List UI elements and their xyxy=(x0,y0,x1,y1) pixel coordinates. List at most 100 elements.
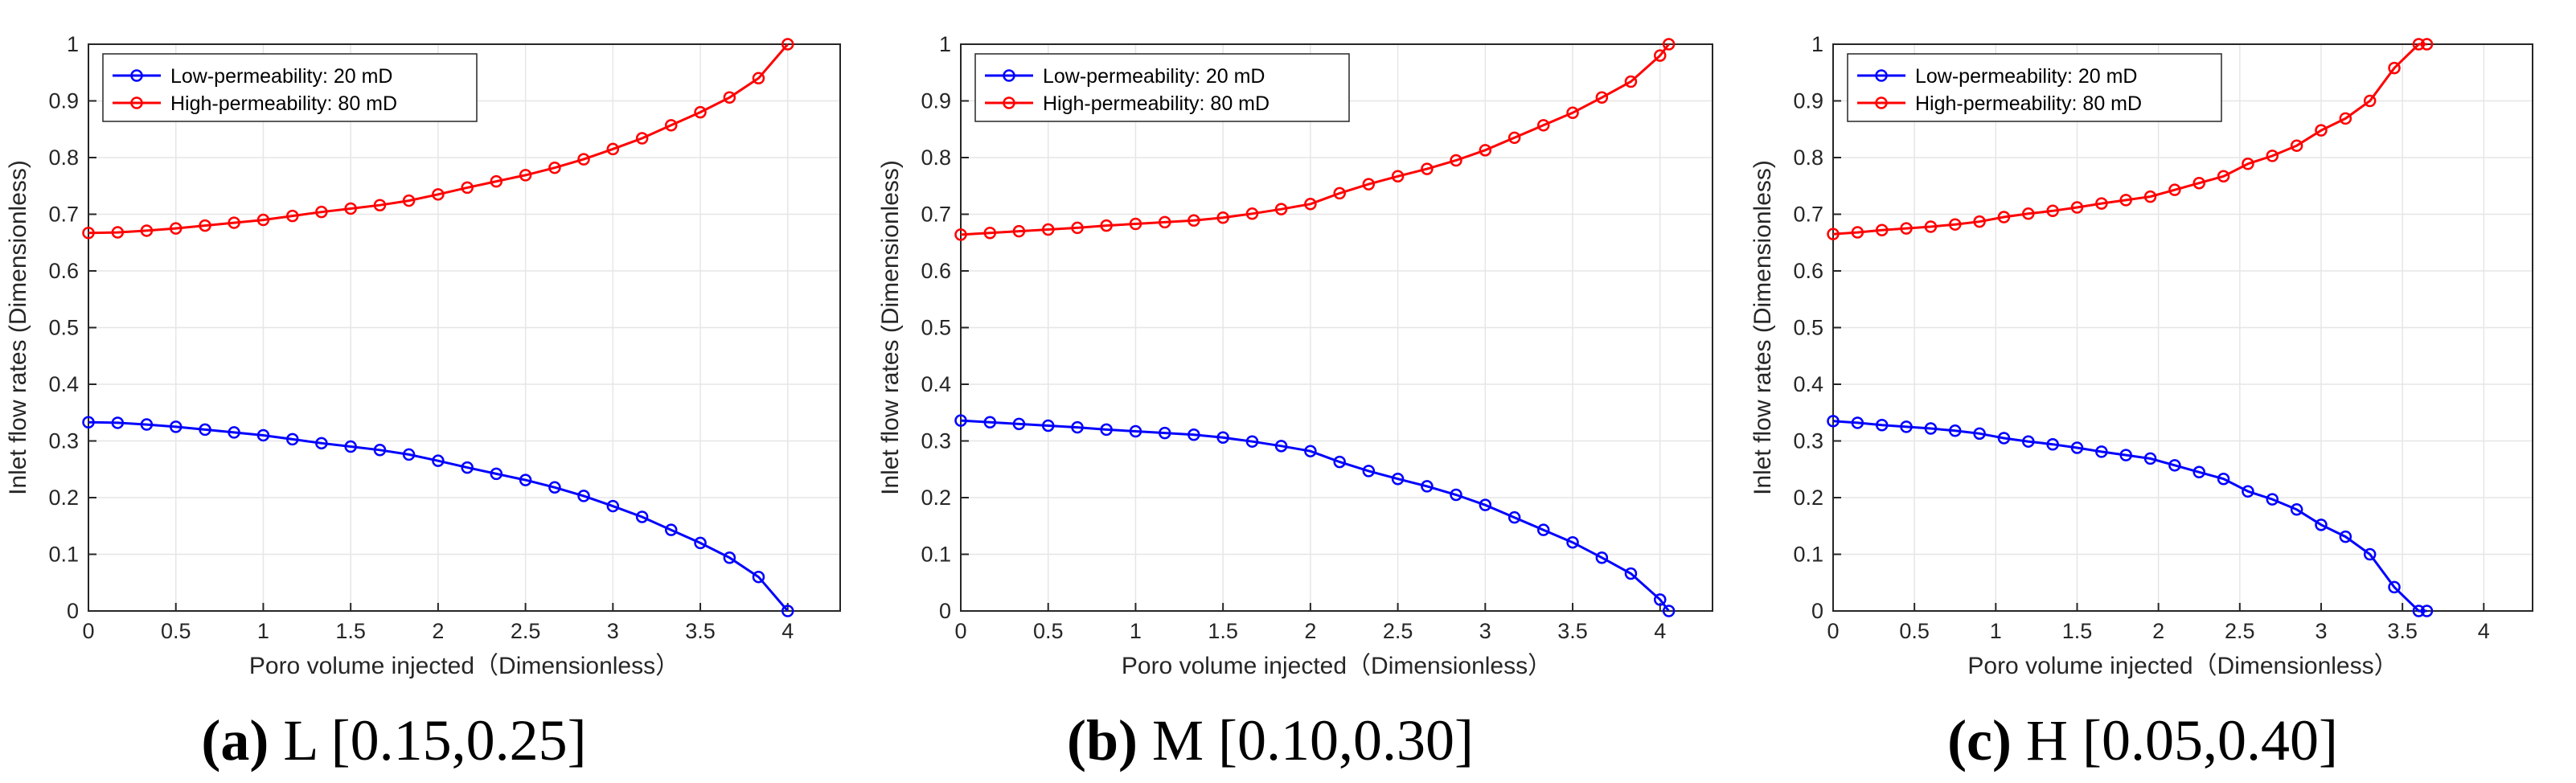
x-tick-label: 1.5 xyxy=(2062,619,2093,643)
data-point xyxy=(315,205,328,219)
data-point xyxy=(781,605,794,617)
legend-swatch-marker xyxy=(1875,96,1888,109)
data-point xyxy=(983,227,997,240)
data-point xyxy=(1662,605,1676,617)
data-point xyxy=(1450,154,1462,167)
data-point xyxy=(2168,183,2181,196)
x-axis-label: Poro volume injected（Dimensionless） xyxy=(249,653,679,679)
x-tick-label: 4 xyxy=(2478,619,2490,643)
data-point xyxy=(1391,170,1405,183)
caption-letter: (c) xyxy=(1947,708,2012,773)
data-point xyxy=(519,169,532,182)
data-point xyxy=(2070,201,2084,214)
x-tick-label: 0 xyxy=(954,619,966,643)
data-point xyxy=(752,72,765,85)
x-tick-label: 2 xyxy=(432,619,444,643)
x-tick-label: 2.5 xyxy=(2225,619,2255,643)
data-point xyxy=(199,219,211,232)
data-point xyxy=(2339,112,2352,125)
data-point xyxy=(1450,488,1462,502)
data-point xyxy=(2266,150,2279,162)
data-point xyxy=(1997,211,2011,223)
y-tick-label: 0.6 xyxy=(1793,259,1823,283)
y-tick-label: 0.6 xyxy=(921,259,951,283)
data-point xyxy=(1536,119,1550,132)
data-point xyxy=(82,416,95,428)
legend-swatch-marker xyxy=(130,69,143,82)
x-axis-label: Poro volume injected（Dimensionless） xyxy=(1967,653,2398,679)
data-point xyxy=(228,216,240,229)
x-tick-label: 2 xyxy=(1304,619,1316,643)
data-point xyxy=(140,418,154,431)
x-tick-label: 3.5 xyxy=(2387,619,2418,643)
y-tick-label: 0.4 xyxy=(48,372,79,396)
data-point xyxy=(1624,75,1638,88)
data-point xyxy=(1924,220,1938,233)
data-point xyxy=(2022,435,2035,448)
data-point xyxy=(2420,38,2434,51)
data-point xyxy=(286,432,299,446)
data-point xyxy=(373,199,387,211)
data-point xyxy=(2339,530,2352,543)
data-point xyxy=(461,461,474,474)
panel-caption: (c) H [0.05,0.40] xyxy=(1947,708,2338,773)
data-point xyxy=(1875,223,1889,236)
caption-text: L [0.15,0.25] xyxy=(269,708,586,773)
data-point xyxy=(1216,211,1229,224)
data-point xyxy=(2363,547,2377,561)
data-point xyxy=(2119,194,2132,207)
y-tick-label: 0.2 xyxy=(921,486,951,510)
data-point xyxy=(1973,215,1986,228)
data-point xyxy=(1071,221,1084,235)
data-point xyxy=(461,181,474,195)
data-point xyxy=(1654,49,1667,62)
y-tick-label: 0.2 xyxy=(48,486,79,510)
data-point xyxy=(723,551,736,564)
x-tick-label: 2 xyxy=(2152,619,2164,643)
data-point xyxy=(519,473,532,486)
x-tick-label: 1 xyxy=(257,619,269,643)
data-point xyxy=(1566,535,1579,549)
data-point xyxy=(2192,176,2205,190)
y-tick-label: 0 xyxy=(939,599,951,623)
data-point xyxy=(2192,465,2205,479)
data-point xyxy=(111,226,125,239)
y-tick-label: 1 xyxy=(1811,32,1823,56)
data-point xyxy=(2168,459,2181,472)
data-point xyxy=(954,228,967,241)
y-tick-label: 0.5 xyxy=(48,316,79,340)
data-point xyxy=(373,444,387,457)
data-point xyxy=(1333,455,1346,469)
data-point xyxy=(2420,605,2434,617)
x-tick-label: 4 xyxy=(1654,619,1666,643)
legend-entry-label: High-permeability: 80 mD xyxy=(1043,92,1270,115)
data-point xyxy=(954,414,967,427)
legend-box xyxy=(974,53,1350,122)
x-tick-label: 0 xyxy=(82,619,94,643)
chart-panel-c: 0 0.5 1 1.5 2 2.5 3 3.5 4 0 0.1 0.2 0.3 0.4 0.5 0.6 0.7 0… xyxy=(1749,32,2533,773)
data-point xyxy=(1129,217,1142,231)
data-point xyxy=(2119,449,2132,461)
legend-swatch-marker xyxy=(1003,69,1015,82)
data-point xyxy=(490,174,503,188)
data-point xyxy=(256,428,270,442)
data-point xyxy=(606,142,620,156)
data-point xyxy=(1973,427,1986,441)
data-point xyxy=(548,161,561,174)
x-tick-label: 0.5 xyxy=(1899,619,1930,643)
data-point xyxy=(606,499,620,513)
data-point xyxy=(2315,519,2328,531)
caption-text: M [0.10,0.30] xyxy=(1138,708,1474,773)
x-tick-label: 0.5 xyxy=(1033,619,1064,643)
data-point xyxy=(2217,170,2230,183)
y-tick-label: 0 xyxy=(67,599,79,623)
data-point xyxy=(577,153,590,166)
series-line-high-permeability xyxy=(88,43,789,235)
y-tick-label: 0.4 xyxy=(1793,372,1823,396)
x-tick-label: 0 xyxy=(1827,619,1839,643)
data-point xyxy=(1479,144,1492,157)
data-point xyxy=(1274,203,1288,215)
y-tick-label: 1 xyxy=(67,32,79,56)
data-point xyxy=(1624,567,1638,580)
data-point xyxy=(402,194,416,207)
